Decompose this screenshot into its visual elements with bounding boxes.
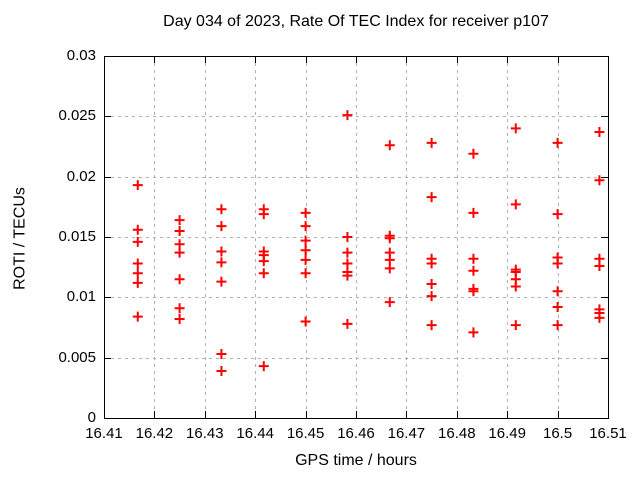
data-point-marker — [594, 312, 605, 323]
x-tick-label: 16.51 — [589, 425, 627, 442]
x-axis-label: GPS time / hours — [295, 452, 417, 469]
data-point-marker — [342, 258, 353, 269]
grid-lines — [104, 56, 608, 418]
data-point-marker — [426, 320, 437, 331]
data-point-marker — [300, 316, 311, 327]
y-tick-label: 0.015 — [58, 228, 96, 245]
data-point-marker — [510, 320, 521, 331]
data-point-marker — [300, 221, 311, 232]
data-point-marker — [132, 258, 143, 269]
data-point-marker — [552, 301, 563, 312]
chart-title: Day 034 of 2023, Rate Of TEC Index for r… — [163, 13, 549, 30]
data-point-marker — [468, 265, 479, 276]
data-point-marker — [132, 236, 143, 247]
y-tick-label: 0.01 — [66, 288, 96, 306]
data-point-marker — [216, 257, 227, 268]
plot-border-rect — [104, 56, 609, 419]
data-point-marker — [552, 137, 563, 148]
data-point-marker — [594, 175, 605, 186]
data-point-marker — [468, 253, 479, 264]
data-point-marker — [468, 327, 479, 338]
data-point-marker — [132, 224, 143, 235]
x-tick-label: 16.43 — [186, 425, 224, 442]
data-point-marker — [384, 297, 395, 308]
data-point-marker — [468, 148, 479, 159]
data-point-marker — [552, 320, 563, 331]
data-point-marker — [342, 247, 353, 258]
data-point-marker — [216, 349, 227, 360]
x-tick-label: 16.41 — [85, 425, 123, 442]
data-point-marker — [468, 286, 479, 297]
data-point-marker — [384, 263, 395, 274]
data-point-marker — [174, 239, 185, 250]
data-point-marker — [174, 314, 185, 325]
x-tick-label: 16.49 — [488, 425, 526, 442]
data-point-marker — [342, 318, 353, 329]
data-point-marker — [552, 286, 563, 297]
data-point-marker — [216, 246, 227, 257]
data-point-marker — [174, 303, 185, 314]
y-tick-label: 0 — [87, 409, 96, 426]
data-point-marker — [552, 258, 563, 269]
data-point-marker — [342, 232, 353, 242]
data-point-marker — [300, 254, 311, 265]
data-point-marker — [510, 199, 521, 210]
y-tick-label: 0.025 — [58, 107, 96, 125]
y-tick-label: 0.005 — [58, 348, 96, 366]
x-tick-label: 16.5 — [542, 425, 573, 442]
x-tick-label: 16.47 — [387, 425, 426, 442]
data-point-marker — [426, 137, 437, 148]
data-point-marker — [216, 365, 227, 376]
data-point-marker — [342, 110, 353, 121]
data-point-marker — [216, 276, 227, 287]
data-point-marker — [468, 207, 479, 218]
x-tick-label: 16.46 — [337, 425, 375, 442]
data-point-marker — [384, 254, 395, 265]
data-point-marker — [594, 260, 605, 271]
y-tick-label: 0.02 — [66, 167, 96, 185]
axis-ticks — [104, 56, 609, 419]
data-point-marker — [594, 127, 605, 138]
data-point-marker — [132, 180, 143, 191]
data-point-marker — [174, 247, 185, 258]
data-point-marker — [426, 192, 437, 203]
data-point-marker — [426, 258, 437, 269]
x-tick-label: 16.42 — [135, 425, 174, 442]
data-point-marker — [258, 209, 269, 220]
data-point-marker — [258, 268, 269, 279]
x-tick-label: 16.44 — [236, 425, 274, 442]
data-point-marker — [300, 268, 311, 279]
data-point-marker — [384, 233, 395, 244]
x-tick-label: 16.45 — [286, 425, 325, 442]
data-points — [132, 110, 605, 376]
data-point-marker — [258, 256, 269, 267]
data-point-marker — [426, 291, 437, 302]
data-point-marker — [426, 279, 437, 290]
data-point-marker — [300, 207, 311, 218]
data-point-marker — [300, 235, 311, 246]
data-point-marker — [300, 245, 311, 256]
data-point-marker — [510, 281, 521, 292]
data-point-marker — [342, 270, 353, 281]
data-point-marker — [132, 268, 143, 279]
data-point-marker — [132, 311, 143, 322]
data-point-marker — [174, 274, 185, 285]
data-point-marker — [510, 123, 521, 134]
data-point-marker — [174, 215, 185, 226]
data-point-marker — [258, 361, 269, 372]
data-point-marker — [132, 277, 143, 288]
data-point-marker — [216, 221, 227, 232]
data-point-marker — [174, 225, 185, 236]
data-point-marker — [552, 209, 563, 220]
plot-border — [104, 56, 609, 419]
data-point-marker — [216, 204, 227, 215]
data-point-marker — [384, 140, 395, 151]
y-tick-label: 0.03 — [66, 47, 96, 64]
x-tick-label: 16.48 — [438, 425, 476, 442]
